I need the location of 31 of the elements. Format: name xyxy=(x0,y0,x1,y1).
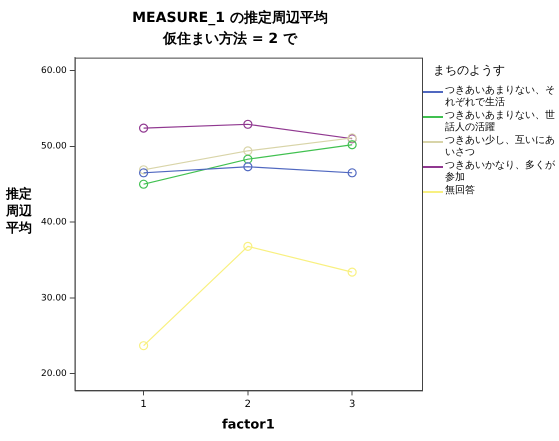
legend-label: つきあいあまりない、それぞれで生活 xyxy=(445,85,556,109)
legend-label: 無回答 xyxy=(445,185,475,197)
chart-subtitle: 仮住まい方法 = 2 で xyxy=(162,30,298,47)
y-tick-label: 50.00 xyxy=(41,142,68,152)
x-axis-title: factor1 xyxy=(222,418,275,433)
point xyxy=(348,268,357,277)
point xyxy=(348,140,357,150)
point xyxy=(138,124,148,133)
x-tick-label: 3 xyxy=(348,398,356,410)
legend-title: まちのようす xyxy=(433,62,506,79)
x-tick-label: 2 xyxy=(244,398,252,410)
point xyxy=(348,168,357,178)
y-tick-label: 40.00 xyxy=(41,217,68,228)
y-axis-title: 推定周辺平均 xyxy=(6,186,33,237)
legend-label: つきあいかなり、多くが参加 xyxy=(445,160,556,184)
y-tick-label: 60.00 xyxy=(41,66,68,76)
y-tick-label: 20.00 xyxy=(41,369,68,380)
point xyxy=(243,146,252,156)
chart-title: MEASURE_1 の推定周辺平均 xyxy=(132,9,328,26)
point xyxy=(243,242,252,251)
point xyxy=(138,165,148,174)
point xyxy=(243,154,252,164)
legend-label: つきあいあまりない、世話人の活躍 xyxy=(445,110,556,134)
point xyxy=(243,162,252,172)
y-tick-label: 30.00 xyxy=(41,293,68,304)
point xyxy=(138,168,148,178)
point xyxy=(138,180,148,189)
x-tick-label: 1 xyxy=(140,398,147,410)
point xyxy=(138,341,148,350)
point xyxy=(243,120,252,129)
legend-label: つきあい少し、互いにあいさつ xyxy=(445,135,556,159)
